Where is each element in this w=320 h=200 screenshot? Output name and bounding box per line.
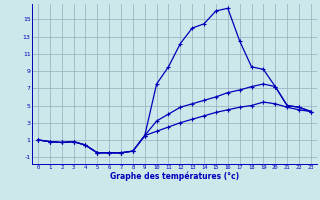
X-axis label: Graphe des températures (°c): Graphe des températures (°c) [110, 172, 239, 181]
